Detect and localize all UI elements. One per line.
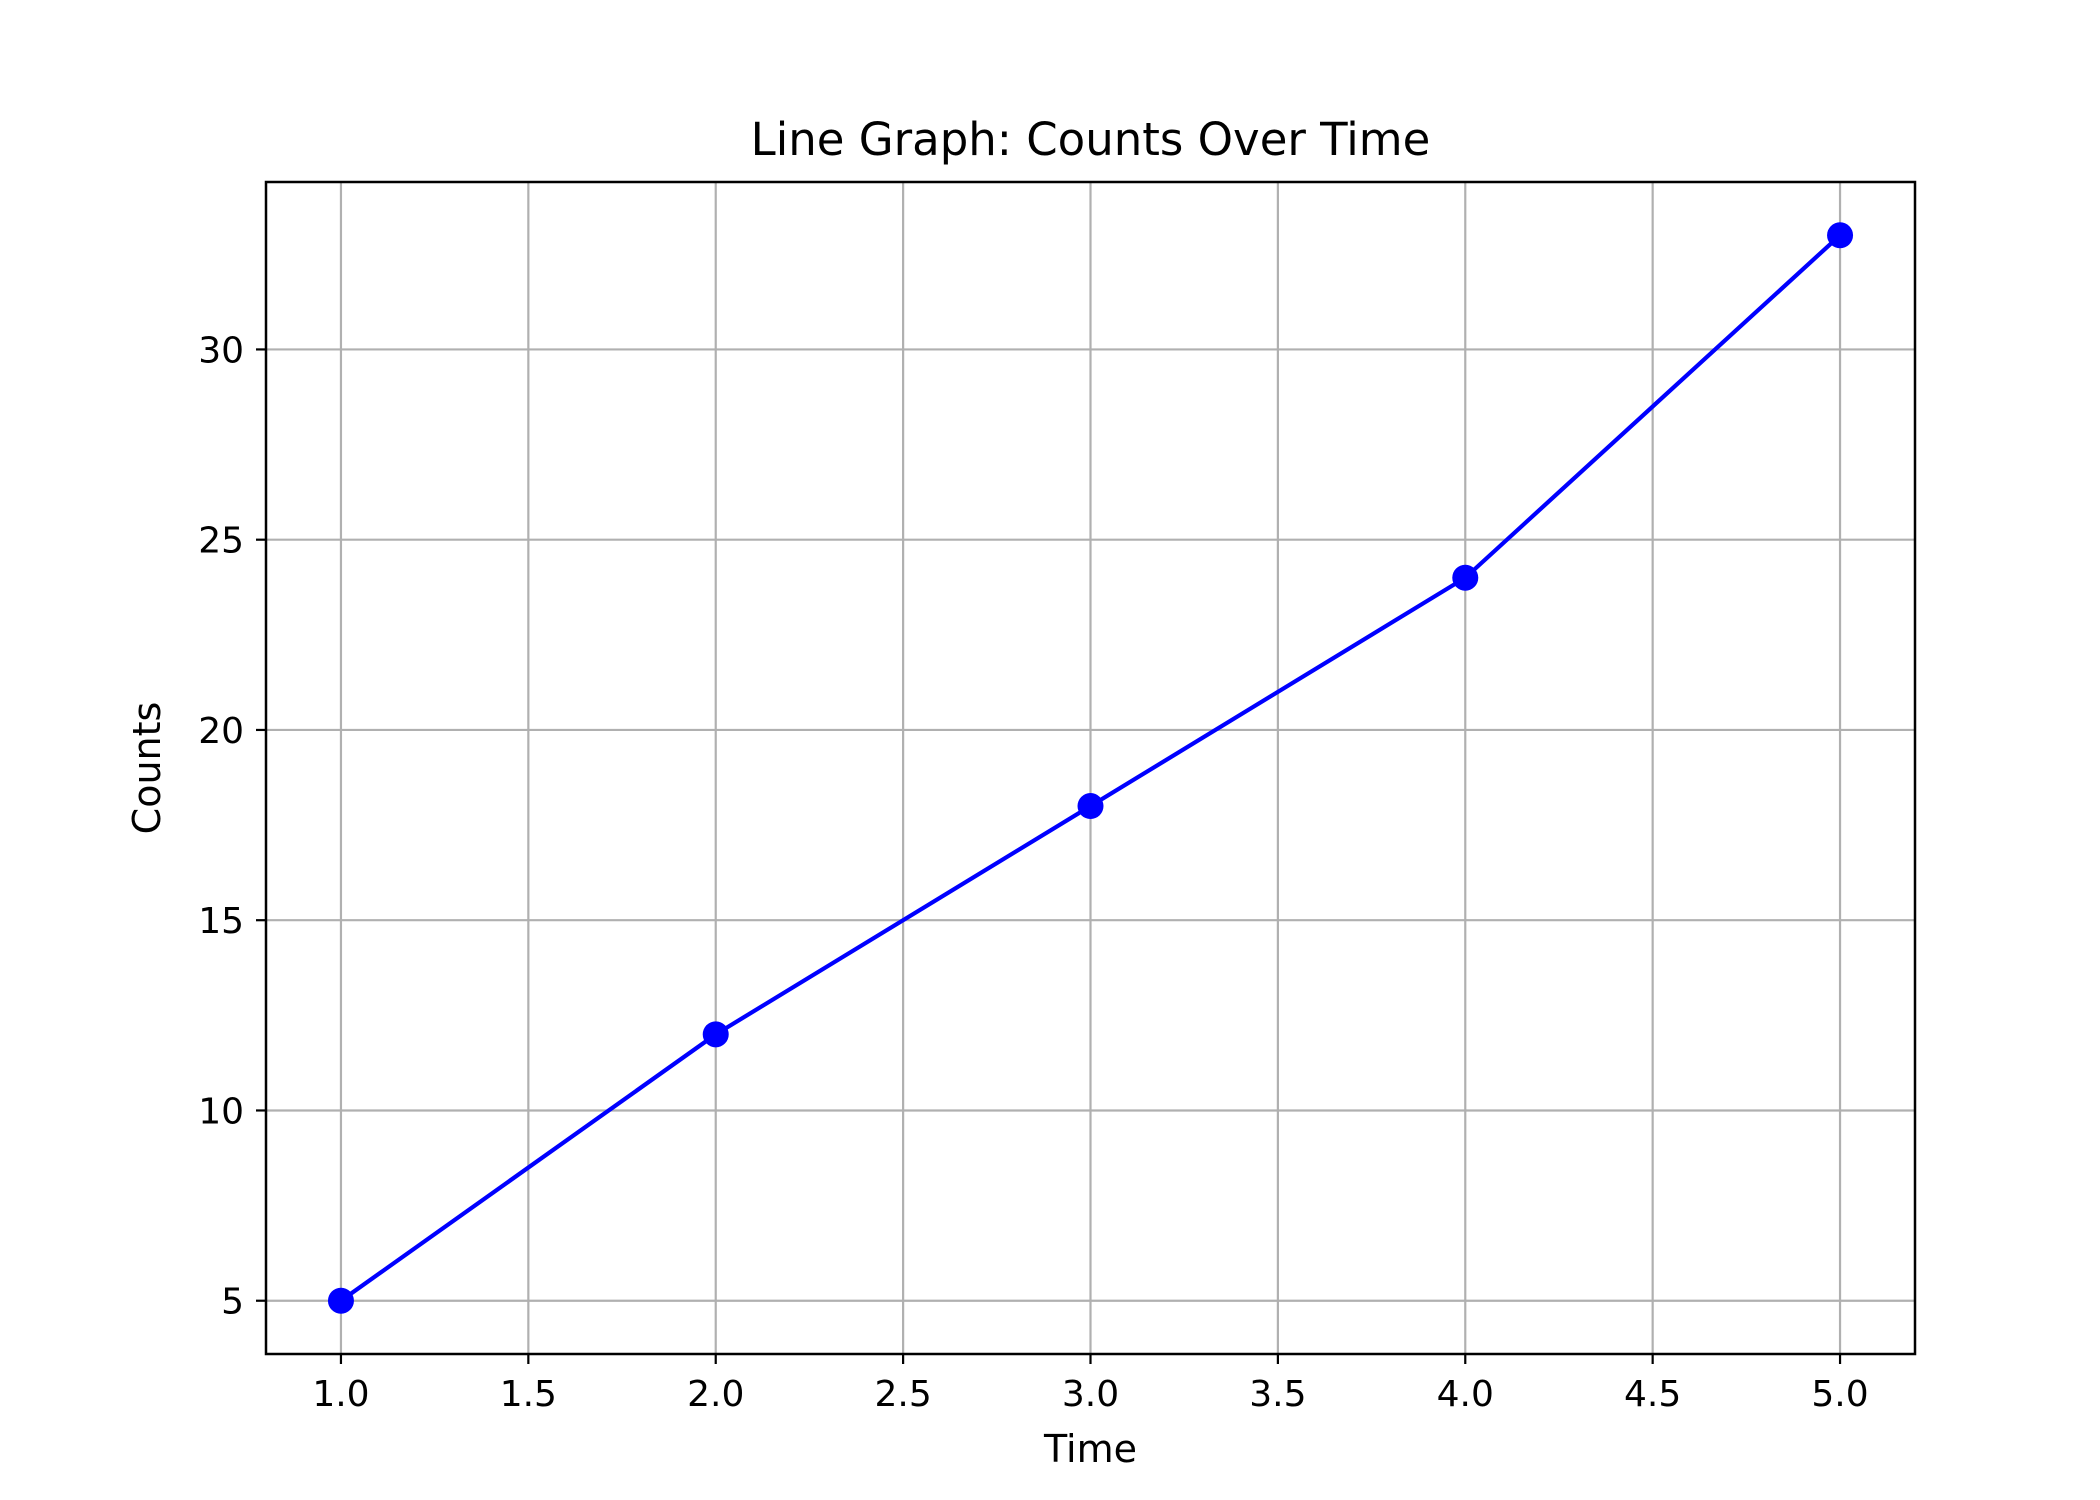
- x-tick-label: 4.5: [1624, 1374, 1681, 1415]
- data-point: [1452, 564, 1479, 591]
- data-point: [327, 1287, 354, 1314]
- grid: [266, 182, 1915, 1354]
- y-tick-label: 15: [198, 901, 244, 942]
- y-tick-label: 30: [198, 330, 244, 371]
- y-tick-label: 25: [198, 521, 244, 562]
- chart-title: Line Graph: Counts Over Time: [751, 113, 1431, 166]
- x-tick-label: 3.5: [1249, 1374, 1306, 1415]
- y-axis-label: Counts: [125, 702, 169, 835]
- x-tick-label: 1.5: [500, 1374, 557, 1415]
- x-tick-label: 2.0: [687, 1374, 744, 1415]
- y-tick-label: 20: [198, 711, 244, 752]
- data-point: [702, 1021, 729, 1048]
- ticks: 1.0 1.5 2.0 2.5 3.0 3.5 4.0 4.5 5.0 5 10 15 20 25 30: [198, 330, 1868, 1415]
- data-point: [1077, 793, 1104, 820]
- x-tick-label: 5.0: [1811, 1374, 1868, 1415]
- x-axis-label: Time: [1043, 1427, 1137, 1471]
- x-tick-label: 2.5: [874, 1374, 931, 1415]
- series-layer: [327, 222, 1854, 1314]
- data-point: [1827, 222, 1854, 249]
- y-tick-label: 5: [221, 1282, 244, 1323]
- y-tick-label: 10: [198, 1091, 244, 1132]
- x-tick-label: 4.0: [1437, 1374, 1494, 1415]
- x-tick-label: 3.0: [1062, 1374, 1119, 1415]
- x-tick-label: 1.0: [312, 1374, 369, 1415]
